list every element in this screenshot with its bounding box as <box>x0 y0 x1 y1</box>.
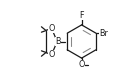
Text: Br: Br <box>99 29 108 38</box>
Text: O: O <box>48 24 54 33</box>
Text: O: O <box>48 50 54 59</box>
Text: B: B <box>55 37 61 46</box>
Text: F: F <box>79 11 84 20</box>
Text: O: O <box>78 60 85 69</box>
